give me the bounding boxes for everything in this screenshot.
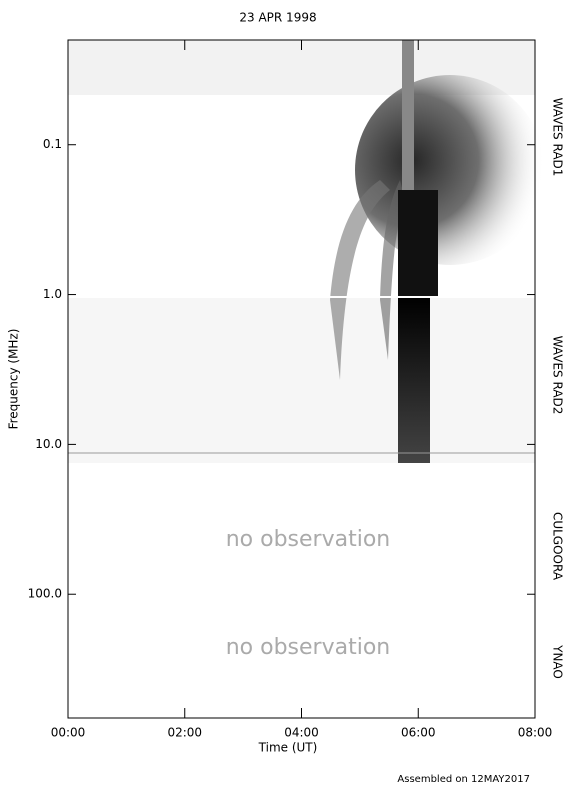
y-tick-label: 0.1	[43, 137, 62, 151]
annotation: no observation	[226, 635, 391, 660]
y-tick-label: 10.0	[35, 437, 62, 451]
x-axis-label: Time (UT)	[258, 741, 318, 755]
instrument-label: CULGOORA	[551, 512, 565, 581]
x-tick-label: 06:00	[401, 726, 436, 740]
x-tick-label: 04:00	[284, 726, 319, 740]
y-axis-label: Frequency (MHz)	[7, 329, 21, 430]
y-tick-label: 100.0	[28, 587, 62, 601]
instrument-label: YNAO	[551, 644, 565, 679]
x-tick-label: 02:00	[167, 726, 202, 740]
chart-title: 23 APR 1998	[239, 11, 316, 25]
y-tick-label: 1.0	[43, 287, 62, 301]
footer: Assembled on 12MAY2017	[397, 774, 530, 785]
spectrogram-image	[68, 40, 545, 463]
instrument-label: WAVES RAD1	[551, 98, 565, 177]
annotation: no observation	[226, 527, 391, 552]
x-tick-label: 08:00	[518, 726, 553, 740]
instrument-label: WAVES RAD2	[551, 336, 565, 415]
x-tick-label: 00:00	[51, 726, 86, 740]
